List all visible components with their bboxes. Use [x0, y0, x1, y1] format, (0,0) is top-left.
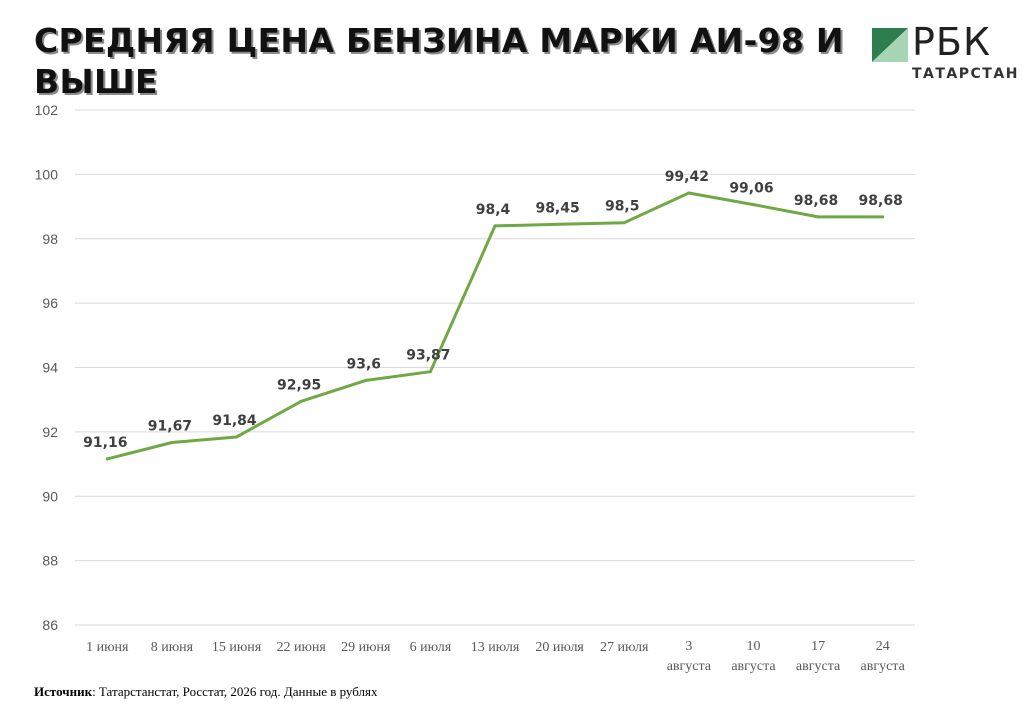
x-tick-label: 6 июля: [410, 640, 452, 655]
y-tick-label: 90: [42, 488, 58, 504]
data-label: 93,6: [346, 356, 381, 372]
logo-text: РБК: [912, 20, 991, 64]
rbc-logo: РБК ТАТАРСТАН: [872, 20, 1017, 86]
data-label: 92,95: [277, 377, 321, 393]
x-tick-label: 22 июня: [276, 640, 326, 655]
source-label: Источник: [34, 684, 93, 699]
y-tick-label: 102: [35, 102, 59, 118]
data-point: [687, 191, 691, 195]
x-tick-label: 27 июля: [600, 640, 649, 655]
x-tick-label: 3 августа: [667, 639, 712, 674]
data-point: [622, 221, 626, 225]
page-title: СРЕДНЯЯ ЦЕНА БЕНЗИНА МАРКИ АИ-98 И ВЫШЕ: [34, 21, 844, 101]
y-tick-label: 88: [42, 553, 58, 569]
logo-region: ТАТАРСТАН: [912, 66, 1019, 82]
data-point: [235, 435, 239, 439]
data-point: [751, 203, 755, 207]
y-tick-label: 92: [42, 424, 58, 440]
data-label: 99,06: [729, 181, 773, 197]
data-point: [816, 215, 820, 219]
data-point: [881, 215, 885, 219]
data-point: [428, 370, 432, 374]
data-label: 93,87: [406, 348, 450, 364]
data-point: [558, 222, 562, 226]
data-label: 98,45: [535, 200, 579, 216]
x-tick-label: 10 августа: [731, 639, 776, 674]
y-tick-label: 98: [42, 231, 58, 247]
data-label: 91,16: [83, 435, 127, 451]
y-tick-label: 96: [42, 295, 58, 311]
data-label: 98,68: [794, 193, 838, 209]
data-point: [105, 457, 109, 461]
data-label: 91,67: [148, 418, 192, 434]
x-tick-label: 13 июля: [471, 640, 520, 655]
x-tick-label: 29 июня: [341, 640, 391, 655]
x-tick-label: 1 июня: [86, 640, 129, 655]
x-tick-label: 20 июля: [535, 640, 584, 655]
data-label: 98,5: [605, 199, 640, 215]
data-label: 98,4: [476, 202, 511, 218]
data-label: 99,42: [665, 169, 709, 185]
x-tick-label: 17 августа: [796, 639, 841, 674]
data-label: 91,84: [212, 413, 257, 429]
x-tick-label: 24 августа: [861, 639, 906, 674]
y-tick-label: 86: [42, 617, 58, 633]
data-label: 98,68: [859, 193, 903, 209]
data-point: [364, 378, 368, 382]
source-text: : Татарстанстат, Росстат, 2026 год. Данн…: [92, 684, 378, 699]
data-point: [299, 399, 303, 403]
y-tick-label: 100: [35, 166, 59, 182]
y-tick-label: 94: [42, 360, 58, 376]
data-point: [170, 440, 174, 444]
x-tick-label: 8 июня: [151, 640, 194, 655]
source-note: Источник: Татарстанстат, Росстат, 2026 г…: [34, 684, 378, 700]
data-point: [493, 224, 497, 228]
rbc-logo-icon: [872, 28, 908, 62]
x-tick-label: 15 июня: [212, 640, 262, 655]
